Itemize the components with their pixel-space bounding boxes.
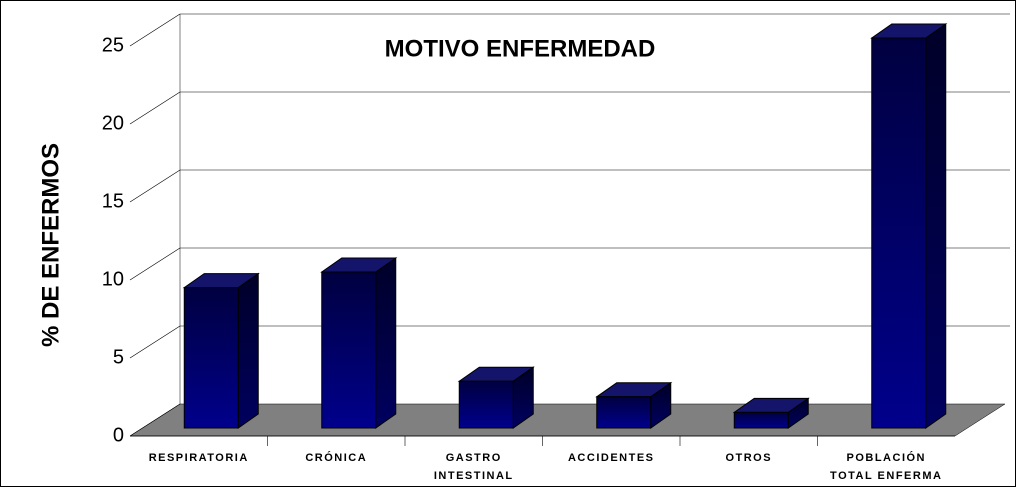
bar [457,366,535,429]
bar-side [375,257,397,429]
bar [732,397,810,429]
x-tick-label: CRÓNICA [305,451,367,464]
y-tick-label: 10 [102,268,124,290]
tick-mark [129,325,181,359]
x-tick-label: ACCIDENTES [568,452,655,464]
tick-mark [129,91,181,125]
x-tick-label: RESPIRATORIA [149,452,249,464]
bar-front [871,37,927,429]
bar-side [925,23,947,429]
chart-title: MOTIVO ENFERMEDAD [385,35,656,62]
bar [870,23,948,429]
tick-mark [129,247,181,281]
y-tick-label: 25 [102,34,124,56]
bar-front [596,396,652,429]
tick-mark [129,169,181,203]
y-tick-label: 5 [113,346,124,368]
bar-side [237,272,259,429]
y-axis-label: % DE ENFERMOS [37,143,64,347]
bar [320,257,398,429]
bar-front [733,411,789,429]
bar-front [458,380,514,429]
bar [595,381,673,429]
y-tick-label: 15 [102,190,124,212]
x-tick-label: OTROS [725,452,772,464]
bar [182,272,260,429]
tick-mark [129,13,181,47]
y-tick-label: 0 [113,424,124,446]
x-tick-label: POBLACIÓN [847,451,927,464]
bar-front [321,271,377,429]
tick-mark [129,403,181,437]
x-tick-label: GASTRO [446,452,502,464]
x-tick-label: TOTAL ENFERMA [830,470,942,482]
x-tick-label: INTESTINAL [434,470,514,482]
y-tick-label: 20 [102,112,124,134]
bar-front [183,287,239,429]
